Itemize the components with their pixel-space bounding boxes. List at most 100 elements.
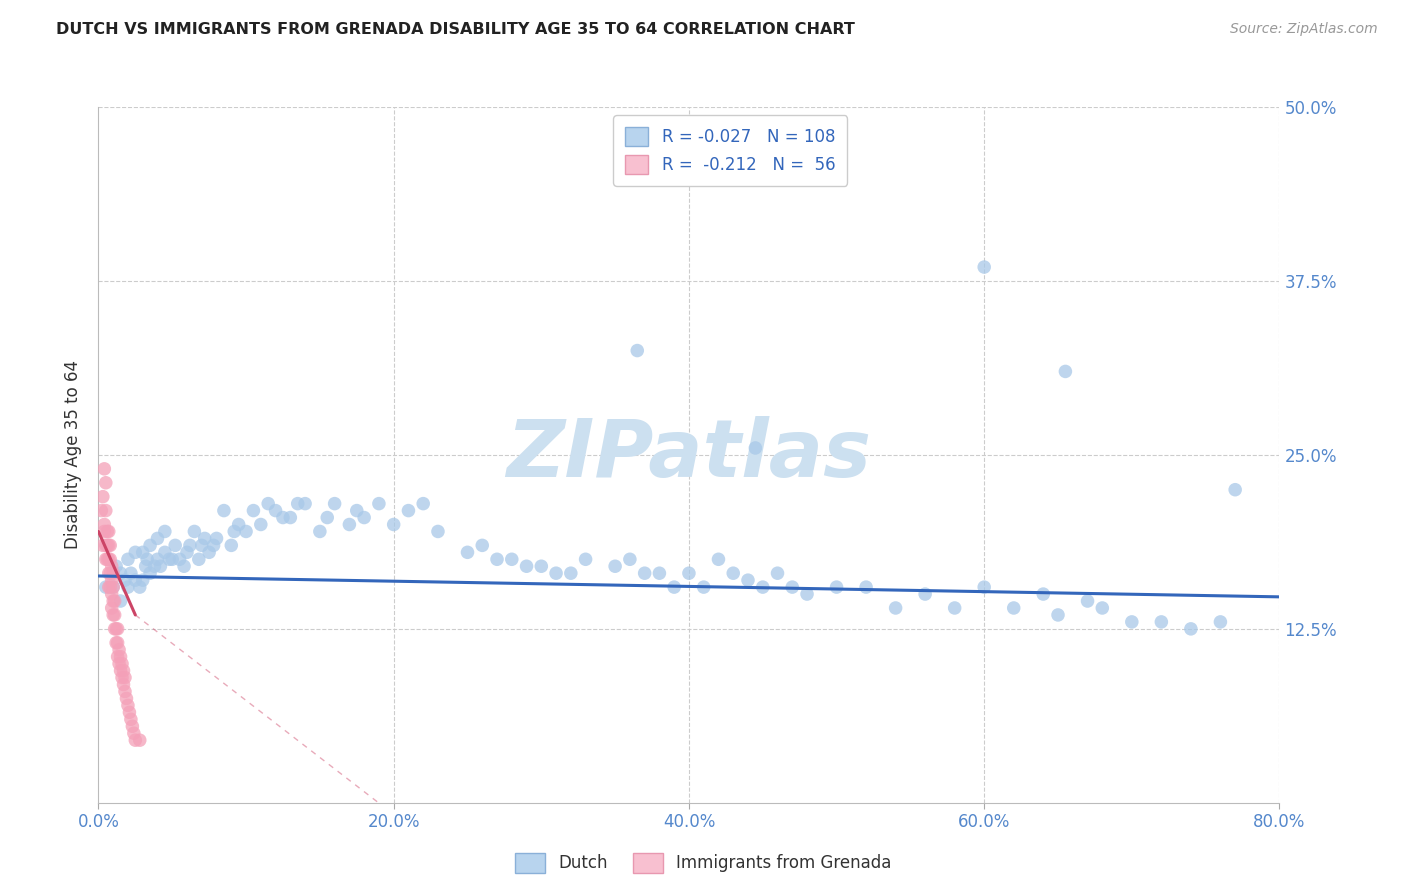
Point (1312, 580, 1334, 594)
Point (110, 664, 132, 678)
Point (146, 552, 169, 566)
Point (202, 538, 225, 552)
Point (693, 580, 716, 594)
Point (316, 510, 339, 524)
Point (721, 566, 744, 581)
Point (973, 580, 995, 594)
Point (107, 649, 129, 664)
Point (96, 552, 118, 566)
Point (104, 594, 127, 608)
Point (619, 552, 641, 566)
Point (655, 162, 678, 177)
Point (707, 552, 730, 566)
Point (146, 532, 169, 546)
Point (135, 559, 157, 574)
Point (100, 601, 122, 615)
Point (1077, 594, 1099, 608)
Point (973, 260, 995, 274)
Point (1046, 607, 1069, 622)
Point (100, 587, 122, 601)
Point (278, 510, 302, 524)
Point (626, 343, 648, 358)
Point (782, 580, 804, 594)
Point (105, 636, 128, 650)
Y-axis label: Disability Age 35 to 64: Disability Age 35 to 64 (63, 360, 82, 549)
Point (1032, 587, 1054, 601)
Point (173, 559, 195, 574)
Point (605, 559, 627, 574)
Point (294, 497, 316, 511)
Point (98, 538, 121, 552)
Point (103, 594, 125, 608)
Point (128, 733, 150, 747)
Point (110, 566, 132, 581)
Point (353, 510, 375, 524)
Point (855, 580, 877, 594)
Point (136, 552, 159, 566)
Point (412, 497, 434, 511)
Point (108, 657, 131, 671)
Point (1312, 607, 1334, 622)
Point (124, 573, 146, 587)
Point (1121, 615, 1143, 629)
Point (94, 580, 117, 594)
Point (1091, 601, 1114, 615)
Point (97, 566, 120, 581)
Point (194, 532, 217, 546)
Point (103, 580, 125, 594)
Point (191, 538, 214, 552)
Point (114, 684, 136, 698)
Point (187, 552, 209, 566)
Point (139, 566, 162, 581)
Point (117, 698, 139, 713)
Point (1209, 615, 1232, 629)
Point (103, 580, 125, 594)
Point (368, 497, 391, 511)
Point (104, 607, 127, 622)
Point (205, 532, 228, 546)
Point (124, 545, 146, 559)
Point (796, 587, 818, 601)
Point (139, 538, 162, 552)
Point (346, 503, 368, 517)
Point (100, 573, 122, 587)
Point (117, 552, 139, 566)
Point (105, 559, 128, 574)
Point (90, 503, 112, 517)
Point (943, 601, 966, 615)
Point (501, 552, 523, 566)
Point (264, 503, 287, 517)
Point (94, 503, 117, 517)
Point (97, 552, 120, 566)
Point (169, 552, 191, 566)
Point (183, 524, 205, 539)
Point (117, 580, 139, 594)
Point (103, 566, 125, 581)
Point (737, 573, 759, 587)
Point (104, 622, 127, 636)
Point (94, 552, 117, 566)
Point (107, 622, 129, 636)
Point (121, 719, 143, 733)
Point (250, 517, 273, 532)
Point (93, 524, 115, 539)
Point (153, 524, 176, 539)
Point (112, 677, 135, 691)
Point (235, 524, 257, 539)
Point (111, 671, 134, 685)
Point (1054, 364, 1077, 378)
Point (560, 566, 582, 581)
Point (766, 566, 789, 581)
Point (107, 636, 129, 650)
Point (825, 580, 848, 594)
Point (486, 552, 509, 566)
Point (271, 510, 294, 524)
Point (118, 706, 141, 720)
Point (97, 580, 120, 594)
Point (515, 559, 537, 574)
Point (149, 559, 172, 574)
Point (98, 580, 121, 594)
Point (114, 671, 136, 685)
Point (132, 573, 155, 587)
Point (471, 538, 494, 552)
